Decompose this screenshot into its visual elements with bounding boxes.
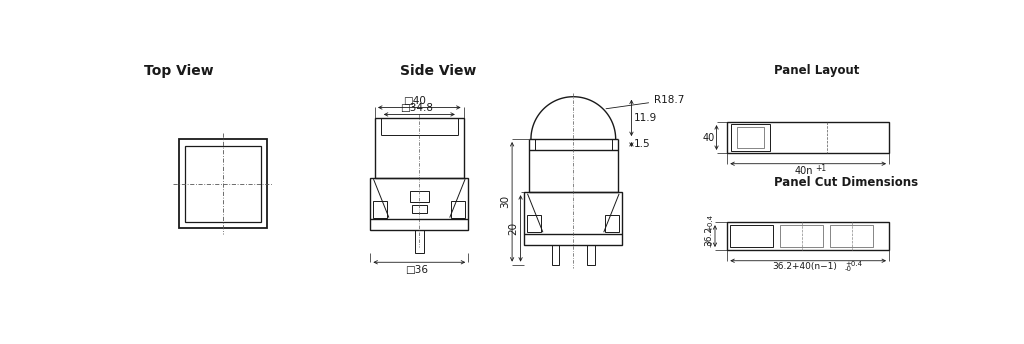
Text: +0.4: +0.4 [708,214,714,231]
Text: 11.9: 11.9 [634,113,657,123]
Text: 40: 40 [702,132,715,142]
Text: Panel Layout: Panel Layout [773,64,859,77]
Text: □36: □36 [404,265,428,275]
Text: Top View: Top View [144,64,214,78]
Text: Side View: Side View [400,64,476,78]
Text: -0: -0 [845,266,852,272]
Text: +1: +1 [815,164,826,173]
Text: Panel Cut Dimensions: Panel Cut Dimensions [773,176,918,189]
Text: R18.7: R18.7 [606,95,684,109]
Text: 20: 20 [508,222,518,235]
Text: -0: -0 [708,240,714,247]
Text: 1.5: 1.5 [634,139,650,149]
Text: 36.2: 36.2 [705,226,714,246]
Text: 36.2+40(n−1): 36.2+40(n−1) [772,262,837,271]
Text: 30: 30 [500,195,510,208]
Text: □34.8: □34.8 [399,103,433,113]
Text: □40: □40 [403,96,426,106]
Text: 40n: 40n [795,166,813,176]
Text: +0.4: +0.4 [845,261,862,267]
